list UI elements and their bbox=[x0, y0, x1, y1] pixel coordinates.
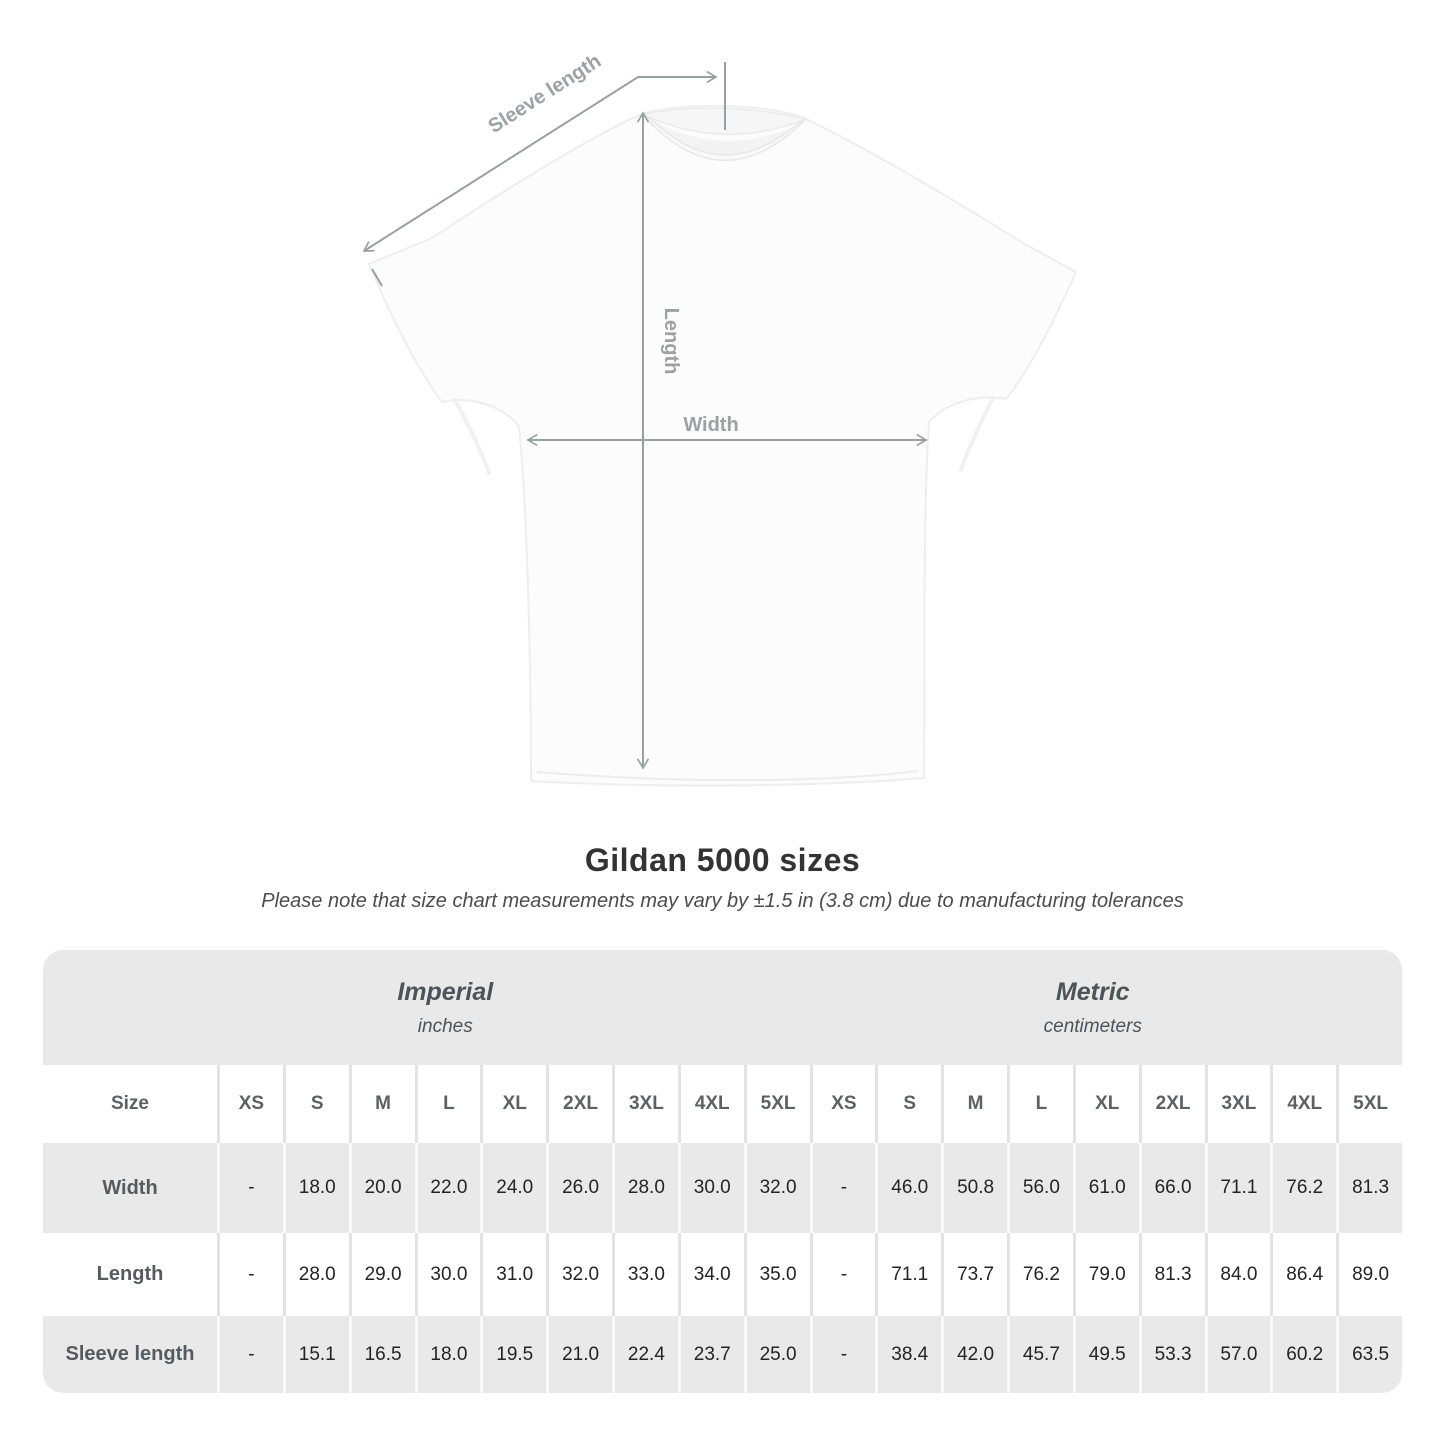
imperial-value-cell: 32.0 bbox=[546, 1233, 612, 1316]
metric-value-cell: 79.0 bbox=[1072, 1233, 1139, 1316]
metric-size-column-header: XL bbox=[1072, 1065, 1139, 1143]
tshirt-neck-opening bbox=[653, 121, 795, 155]
imperial-value-cell: 30.0 bbox=[414, 1233, 481, 1316]
tshirt-hem-shadow bbox=[536, 770, 919, 782]
metric-value-cell: 57.0 bbox=[1204, 1316, 1271, 1393]
metric-value-cell: 66.0 bbox=[1138, 1143, 1205, 1233]
width-label: Width bbox=[683, 414, 738, 436]
metric-unit: centimeters bbox=[1043, 1015, 1142, 1037]
metric-size-column-header: M bbox=[941, 1065, 1007, 1143]
imperial-size-column-header: 3XL bbox=[612, 1065, 678, 1143]
imperial-size-column-header: L bbox=[414, 1065, 481, 1143]
imperial-value-cell: 20.0 bbox=[348, 1143, 415, 1233]
imperial-value-cell: 22.4 bbox=[612, 1316, 678, 1393]
metric-value-cell: 71.1 bbox=[875, 1233, 941, 1316]
metric-value-cell: 60.2 bbox=[1270, 1316, 1337, 1393]
tshirt-collar bbox=[641, 113, 807, 161]
metric-size-column-header: 3XL bbox=[1204, 1065, 1271, 1143]
row-label: Sleeve length bbox=[43, 1316, 217, 1393]
metric-value-cell: 84.0 bbox=[1204, 1233, 1271, 1316]
imperial-value-cell: 34.0 bbox=[677, 1233, 744, 1316]
row-label: Width bbox=[43, 1143, 217, 1233]
row-label: Length bbox=[96, 1263, 164, 1285]
imperial-value-cell: 28.0 bbox=[282, 1233, 349, 1316]
metric-value-cell: - bbox=[809, 1143, 876, 1233]
metric-value-cell: 53.3 bbox=[1138, 1316, 1205, 1393]
metric-value-cell: 81.3 bbox=[1138, 1233, 1205, 1316]
imperial-size-column-header: 2XL bbox=[546, 1065, 612, 1143]
imperial-value-cell: 21.0 bbox=[546, 1316, 612, 1393]
imperial-size-column-header: 4XL bbox=[677, 1065, 744, 1143]
metric-size-column-header: 5XL bbox=[1336, 1065, 1402, 1143]
metric-value-cell: 49.5 bbox=[1072, 1316, 1139, 1393]
metric-value-cell: - bbox=[809, 1316, 876, 1393]
sleeve-length-label: Sleeve length bbox=[484, 50, 605, 138]
imperial-value-cell: 24.0 bbox=[480, 1143, 547, 1233]
sleeve-corner-tick bbox=[371, 268, 383, 287]
metric-value-cell: 50.8 bbox=[941, 1143, 1007, 1233]
imperial-size-column-header: M bbox=[348, 1065, 415, 1143]
imperial-size-column-header: S bbox=[282, 1065, 349, 1143]
imperial-value-cell: 32.0 bbox=[743, 1143, 810, 1233]
tshirt-fold-shading bbox=[453, 396, 995, 475]
metric-value-cell: 89.0 bbox=[1336, 1233, 1402, 1316]
metric-value-cell: 38.4 bbox=[875, 1316, 942, 1393]
imperial-size-column-header: 5XL bbox=[743, 1065, 810, 1143]
imperial-value-cell: 16.5 bbox=[348, 1316, 415, 1393]
imperial-value-cell: 22.0 bbox=[414, 1143, 481, 1233]
metric-value-cell: 76.2 bbox=[1007, 1233, 1073, 1316]
imperial-value-cell: 33.0 bbox=[612, 1233, 678, 1316]
metric-section-header: Metric centimeters bbox=[810, 950, 1403, 1065]
tshirt-measurement-diagram: Sleeve length Length Width bbox=[362, 50, 1077, 787]
imperial-value-cell: - bbox=[217, 1143, 283, 1233]
imperial-value-cell: 31.0 bbox=[480, 1233, 546, 1316]
imperial-value-cell: 35.0 bbox=[743, 1233, 810, 1316]
imperial-value-cell: 18.0 bbox=[282, 1143, 349, 1233]
imperial-value-cell: 25.0 bbox=[743, 1316, 810, 1393]
metric-size-column-header: 2XL bbox=[1138, 1065, 1205, 1143]
metric-size-column-header: L bbox=[1007, 1065, 1073, 1143]
imperial-size-column-header: XS bbox=[217, 1065, 283, 1143]
imperial-size-column-header: XL bbox=[480, 1065, 546, 1143]
metric-size-column-header: 4XL bbox=[1270, 1065, 1336, 1143]
page-title: Gildan 5000 sizes bbox=[584, 842, 861, 878]
imperial-value-cell: 19.5 bbox=[480, 1316, 547, 1393]
metric-value-cell: - bbox=[809, 1233, 876, 1316]
imperial-value-cell: 30.0 bbox=[677, 1143, 744, 1233]
metric-value-cell: 73.7 bbox=[941, 1233, 1007, 1316]
imperial-value-cell: 26.0 bbox=[546, 1143, 612, 1233]
sleeve-length-arrow-diagonal bbox=[362, 76, 639, 252]
metric-value-cell: 76.2 bbox=[1270, 1143, 1337, 1233]
metric-value-cell: 45.7 bbox=[1007, 1316, 1073, 1393]
imperial-value-cell: 23.7 bbox=[677, 1316, 744, 1393]
metric-size-column-header: S bbox=[875, 1065, 941, 1143]
metric-value-cell: 56.0 bbox=[1007, 1143, 1073, 1233]
imperial-value-cell: 29.0 bbox=[348, 1233, 415, 1316]
imperial-value-cell: 28.0 bbox=[612, 1143, 678, 1233]
size-table-grid: Size XS S M L XL 2XL 3XL 4XL 5XL XS S M L XL 2XL 3XL 4XL 5… bbox=[43, 1065, 1402, 1393]
caption-block: Gildan 5000 sizes Please note that size … bbox=[0, 842, 1445, 913]
metric-value-cell: 46.0 bbox=[875, 1143, 942, 1233]
unit-header-band: Imperial inches Metric centimeters bbox=[43, 950, 1402, 1065]
size-column-label: Size bbox=[110, 1093, 150, 1114]
imperial-section-header: Imperial inches bbox=[43, 950, 810, 1065]
metric-value-cell: 42.0 bbox=[941, 1316, 1007, 1393]
metric-size-column-header: XS bbox=[809, 1065, 876, 1143]
length-label: Length bbox=[660, 308, 682, 375]
imperial-unit: inches bbox=[417, 1015, 473, 1037]
imperial-value-cell: 15.1 bbox=[282, 1316, 349, 1393]
imperial-value-cell: 18.0 bbox=[414, 1316, 481, 1393]
metric-value-cell: 71.1 bbox=[1204, 1143, 1271, 1233]
metric-title: Metric bbox=[1055, 977, 1130, 1006]
imperial-value-cell: - bbox=[217, 1233, 283, 1316]
metric-value-cell: 81.3 bbox=[1336, 1143, 1402, 1233]
metric-value-cell: 61.0 bbox=[1072, 1143, 1139, 1233]
tolerance-note: Please note that size chart measurements… bbox=[261, 890, 1184, 912]
metric-value-cell: 86.4 bbox=[1270, 1233, 1336, 1316]
imperial-value-cell: - bbox=[217, 1316, 283, 1393]
metric-value-cell: 63.5 bbox=[1336, 1316, 1402, 1393]
imperial-title: Imperial bbox=[397, 977, 494, 1006]
size-table: Imperial inches Metric centimeters Size X… bbox=[43, 950, 1402, 1393]
